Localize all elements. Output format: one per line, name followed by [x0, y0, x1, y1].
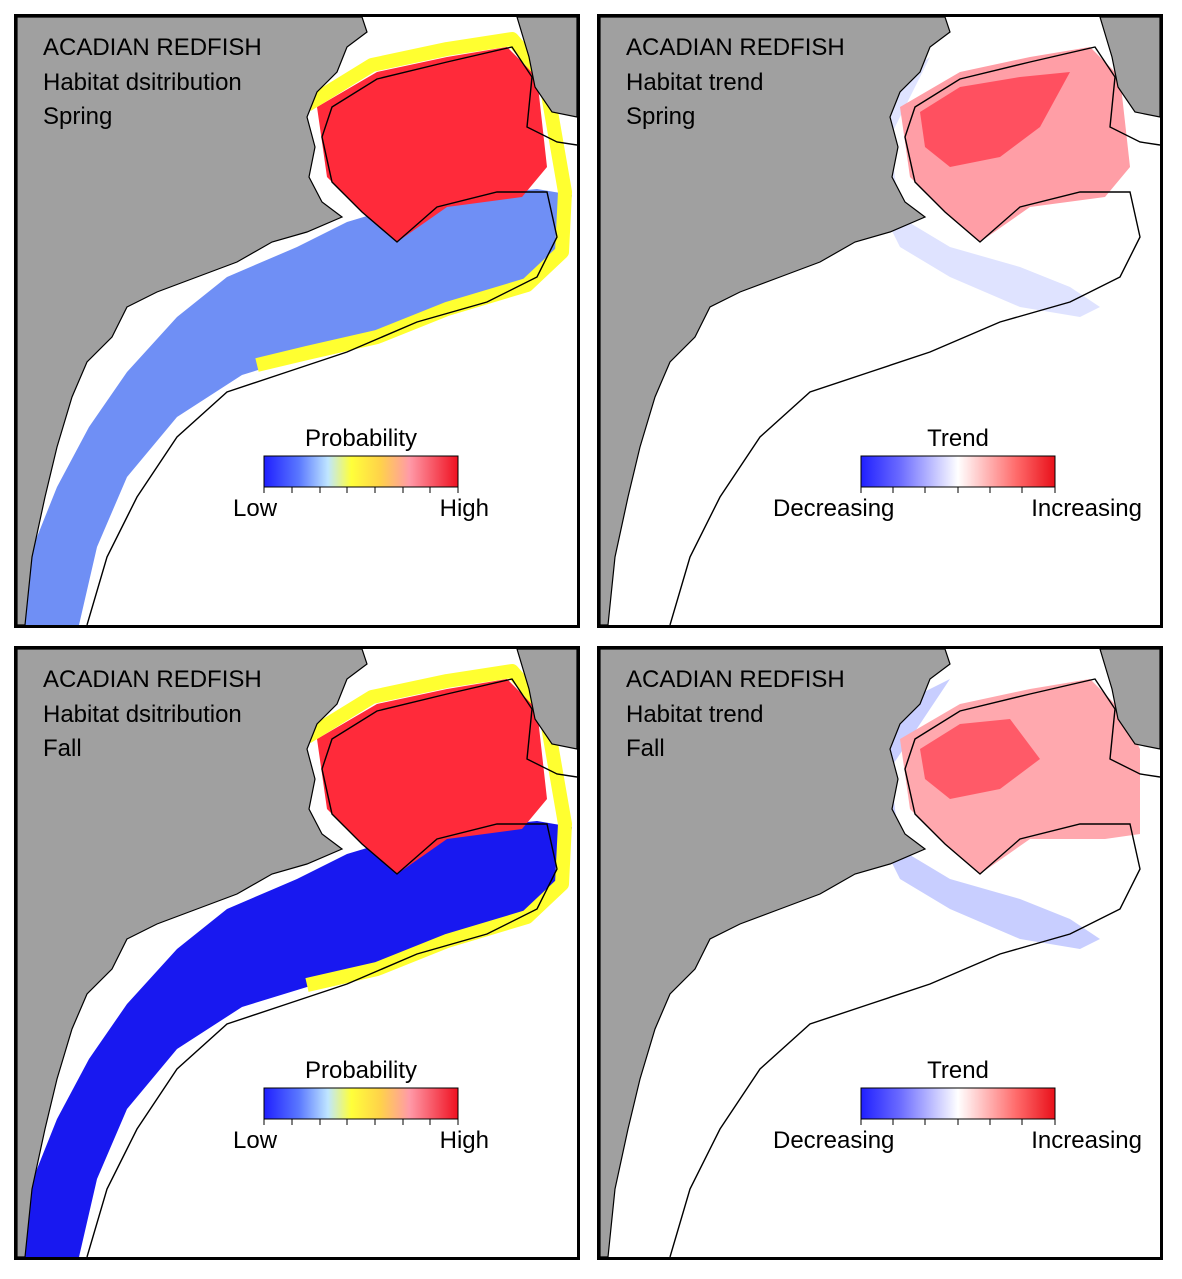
land-mass-east [516, 17, 577, 118]
title-line-season: Fall [43, 735, 82, 762]
shelf-contour [86, 46, 577, 625]
legend: Trend Decreasing Increasing [773, 425, 1142, 525]
title-line-species: ACADIAN REDFISH [626, 666, 845, 693]
legend-high-label: High [439, 1127, 489, 1154]
legend-title: Trend [927, 1057, 989, 1084]
legend-title: Probability [304, 1057, 418, 1084]
shelf-contour [669, 678, 1160, 1257]
suitable-habitat-area [22, 821, 572, 1257]
colorbar [263, 1087, 459, 1125]
map-panel-spring-trend: ACADIAN REDFISH Habitat trend Spring Tre… [597, 14, 1163, 628]
shelf-contour [86, 678, 577, 1257]
legend-low-label: Decreasing [773, 1127, 895, 1154]
suitable-habitat-area [22, 189, 572, 625]
legend-title: Probability [304, 425, 418, 452]
title-line-species: ACADIAN REDFISH [43, 666, 262, 693]
legend-high-label: Increasing [1031, 1127, 1142, 1154]
map-panel-spring-distribution: ACADIAN REDFISH Habitat dsitribution Spr… [14, 14, 580, 628]
land-mass-east [1099, 17, 1160, 118]
panel-title: ACADIAN REDFISH Habitat dsitribution Fal… [43, 663, 262, 767]
colorbar [860, 1087, 1056, 1125]
title-line-type: Habitat dsitribution [43, 68, 242, 96]
title-line-type: Habitat trend [626, 68, 764, 96]
panel-title: ACADIAN REDFISH Habitat trend Fall [626, 663, 845, 767]
title-line-season: Fall [626, 735, 665, 762]
title-line-type: Habitat trend [626, 700, 764, 728]
title-line-season: Spring [43, 103, 113, 130]
colorbar [860, 455, 1056, 493]
land-mass-east [516, 649, 577, 750]
title-line-species: ACADIAN REDFISH [43, 34, 262, 61]
habitat-map [17, 649, 577, 1257]
title-line-type: Habitat dsitribution [43, 700, 242, 728]
map-panel-fall-trend: ACADIAN REDFISH Habitat trend Fall Trend… [597, 646, 1163, 1260]
legend-low-label: Low [233, 495, 278, 522]
yellow-edge-zone [303, 664, 572, 992]
land-mass [600, 649, 951, 1257]
legend-low-label: Low [233, 1127, 278, 1154]
land-mass [17, 17, 368, 625]
land-mass [600, 17, 951, 625]
title-line-season: Spring [626, 103, 696, 130]
panel-title: ACADIAN REDFISH Habitat trend Spring [626, 31, 845, 135]
legend-low-label: Decreasing [773, 495, 895, 522]
strong-increasing-zone [920, 719, 1040, 799]
strong-increasing-zone [920, 72, 1070, 167]
yellow-edge-zone [255, 32, 572, 372]
legend-high-label: Increasing [1031, 495, 1142, 522]
trend-map [600, 649, 1160, 1257]
panel-title: ACADIAN REDFISH Habitat dsitribution Spr… [43, 31, 262, 135]
trend-map [600, 17, 1160, 625]
map-panel-fall-distribution: ACADIAN REDFISH Habitat dsitribution Fal… [14, 646, 580, 1260]
shelf-contour [669, 46, 1160, 625]
land-mass-east [1099, 649, 1160, 750]
legend: Trend Decreasing Increasing [773, 1057, 1142, 1157]
legend-title: Trend [927, 425, 989, 452]
colorbar [263, 455, 459, 493]
legend: Probability Low High [231, 425, 491, 525]
decreasing-trend-zone [875, 679, 1100, 949]
title-line-species: ACADIAN REDFISH [626, 34, 845, 61]
legend: Probability Low High [231, 1057, 491, 1157]
decreasing-trend-zone [875, 57, 1100, 317]
habitat-map [17, 17, 577, 625]
land-mass [17, 649, 368, 1257]
legend-high-label: High [439, 495, 489, 522]
